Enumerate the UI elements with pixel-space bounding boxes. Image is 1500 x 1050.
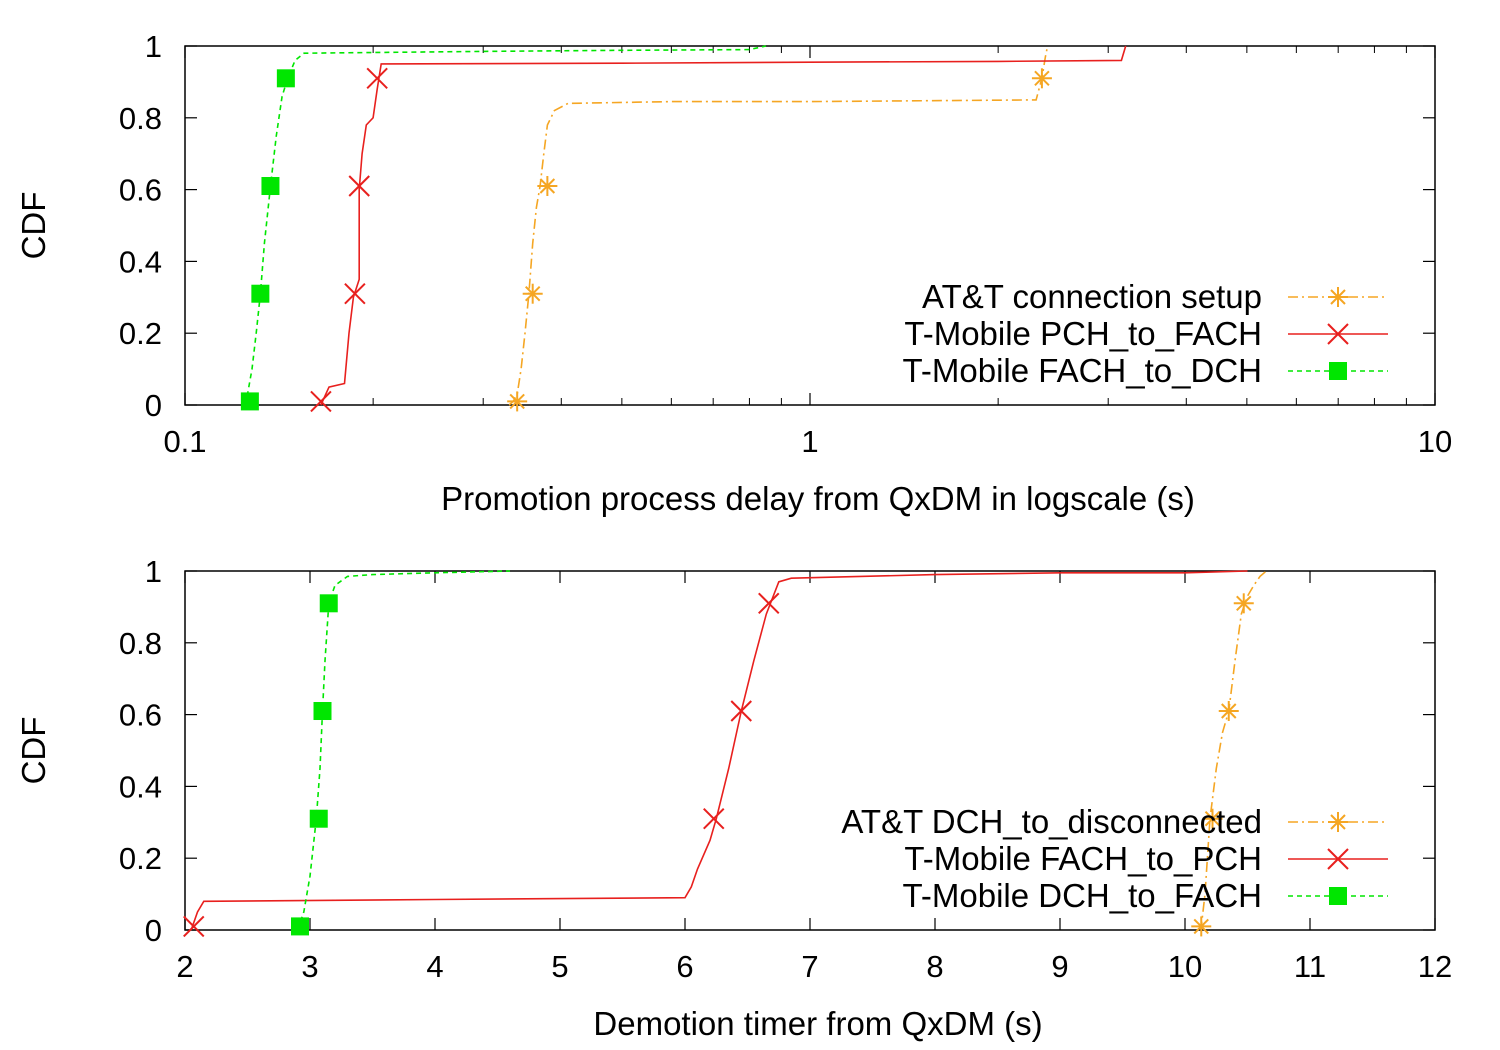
series-2	[183, 570, 1248, 938]
x-tick-label: 12	[1418, 949, 1452, 984]
legend-entry-label: T-Mobile DCH_to_FACH	[903, 877, 1262, 914]
legend-swatch-marker	[1327, 323, 1349, 345]
data-point-marker	[261, 177, 280, 196]
series-1	[507, 45, 1052, 412]
x-tick-label: 10	[1418, 424, 1452, 459]
y-tick-label: 0.4	[119, 244, 162, 279]
data-point-marker	[310, 390, 332, 413]
y-axis-label: CDF	[15, 192, 52, 260]
legend-swatch-marker	[1328, 287, 1348, 307]
series-line	[296, 570, 511, 931]
y-tick-label: 1	[145, 29, 162, 64]
data-point-marker	[344, 283, 366, 305]
data-point-marker	[730, 700, 752, 722]
data-point-marker	[507, 391, 528, 412]
data-point-marker	[309, 809, 328, 828]
y-tick-label: 1	[145, 554, 162, 589]
x-tick-label: 1	[801, 424, 818, 459]
data-point-marker	[251, 284, 270, 303]
series-line	[190, 570, 1248, 931]
data-point-marker	[1202, 808, 1223, 829]
y-tick-label: 0	[145, 913, 162, 948]
data-point-marker	[1233, 593, 1254, 614]
data-point-marker	[319, 594, 338, 613]
series-line	[320, 45, 1127, 406]
data-point-marker	[313, 702, 332, 721]
data-point-marker	[366, 67, 388, 90]
series-2	[310, 45, 1127, 413]
x-tick-label: 5	[551, 949, 568, 984]
y-axis-label: CDF	[15, 717, 52, 785]
x-tick-label: 10	[1168, 949, 1202, 984]
y-tick-label: 0	[145, 388, 162, 423]
y-tick-label: 0.2	[119, 841, 162, 876]
x-tick-label: 6	[676, 949, 693, 984]
legend-entry-label: AT&T DCH_to_disconnected	[841, 803, 1262, 840]
x-tick-label: 8	[926, 949, 943, 984]
y-tick-label: 0.2	[119, 316, 162, 351]
legend-swatch-marker	[1328, 812, 1348, 832]
data-point-marker	[276, 69, 295, 88]
y-tick-label: 0.8	[119, 101, 162, 136]
legend-entry-label: T-Mobile FACH_to_DCH	[903, 352, 1262, 389]
x-axis-label: Promotion process delay from QxDM in log…	[441, 480, 1195, 517]
x-tick-label: 11	[1294, 949, 1326, 984]
data-point-marker	[348, 175, 370, 197]
data-point-marker	[240, 392, 259, 411]
y-tick-label: 0.6	[119, 698, 162, 733]
legend-entry-label: T-Mobile PCH_to_FACH	[904, 315, 1262, 352]
data-point-marker	[703, 808, 725, 830]
y-tick-label: 0.8	[119, 626, 162, 661]
chart-panel-1: 0 0.2 0.4 0.6 0.8 1 0.1 1 10 Promotion process de…	[15, 29, 1452, 517]
series-line	[508, 45, 1049, 406]
y-tick-label: 0.4	[119, 769, 162, 804]
legend-swatch-marker	[1327, 848, 1349, 870]
legend-entry-label: T-Mobile FACH_to_PCH	[904, 840, 1262, 877]
series-1	[1191, 570, 1267, 937]
data-point-marker	[537, 176, 558, 197]
series-3	[291, 570, 511, 936]
x-tick-label: 2	[176, 949, 193, 984]
x-tick-label: 4	[426, 949, 443, 984]
data-point-marker	[291, 917, 309, 936]
legend-entry-label: AT&T connection setup	[922, 278, 1262, 315]
data-point-marker	[1218, 701, 1239, 722]
legend-swatch-marker	[1329, 887, 1347, 905]
data-point-marker	[1191, 916, 1212, 937]
y-tick-label: 0.6	[119, 173, 162, 208]
series-line	[244, 45, 767, 406]
legend-swatch-marker	[1329, 362, 1347, 380]
data-point-marker	[758, 592, 780, 615]
series-3	[240, 45, 767, 411]
x-tick-label: 9	[1051, 949, 1068, 984]
x-axis-label: Demotion timer from QxDM (s)	[593, 1005, 1042, 1042]
data-point-marker	[1031, 68, 1052, 89]
x-tick-label: 7	[801, 949, 818, 984]
x-tick-label: 0.1	[163, 424, 206, 459]
data-point-marker	[522, 283, 543, 304]
data-point-marker	[183, 915, 205, 938]
x-tick-label: 3	[301, 949, 318, 984]
